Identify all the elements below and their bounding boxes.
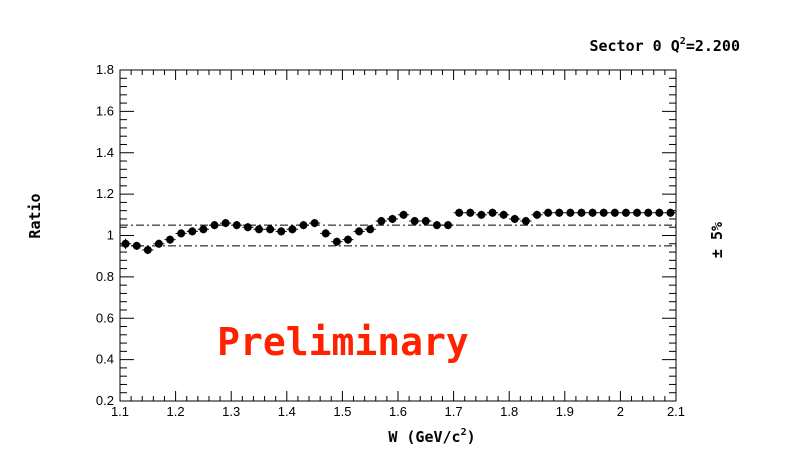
- x-tick-label: 1.2: [167, 404, 185, 419]
- y-tick-label: 0.4: [96, 352, 114, 367]
- data-point: [188, 227, 197, 236]
- x-tick-label: 1.6: [389, 404, 407, 419]
- data-point: [610, 208, 619, 217]
- x-axis-ticks: 1.1 1.2 1.3 1.4 1.5 1.6 1.7 1.8 1.9 2 2.1: [111, 70, 685, 419]
- data-point: [633, 208, 642, 217]
- y-tick-label: 1.2: [96, 186, 114, 201]
- y-tick-label: 0.8: [96, 269, 114, 284]
- data-point: [655, 208, 664, 217]
- data-point: [266, 225, 275, 234]
- y-tick-label: 0.6: [96, 310, 114, 325]
- x-tick-label: 1.1: [111, 404, 129, 419]
- data-point: [510, 214, 519, 223]
- data-point: [432, 221, 441, 230]
- y-tick-label: 1: [107, 228, 114, 243]
- data-point: [255, 225, 263, 234]
- data-point: [377, 217, 386, 226]
- data-point: [621, 208, 630, 217]
- data-point: [332, 237, 341, 246]
- y-tick-label: 1.6: [96, 103, 114, 118]
- x-tick-label: 2.1: [667, 404, 685, 419]
- data-point: [410, 217, 419, 226]
- data-point: [299, 221, 308, 230]
- data-point: [177, 229, 186, 238]
- x-tick-label: 1.5: [333, 404, 351, 419]
- data-point: [199, 225, 208, 234]
- data-points: [120, 208, 676, 255]
- data-point: [355, 227, 364, 236]
- data-point: [243, 223, 252, 232]
- data-point: [166, 235, 175, 244]
- chart-title-superscript: 2: [680, 36, 686, 47]
- x-tick-label: 1.4: [278, 404, 296, 419]
- data-point: [455, 208, 464, 217]
- reference-band-label: ± 5%: [708, 222, 726, 258]
- data-point: [421, 217, 430, 226]
- data-point: [499, 210, 508, 219]
- data-point: [466, 208, 475, 217]
- data-point: [288, 225, 297, 234]
- data-point: [154, 239, 163, 248]
- data-point: [310, 219, 319, 228]
- x-tick-label: 1.8: [500, 404, 518, 419]
- x-axis-title: W (GeV/c2): [388, 427, 475, 446]
- x-tick-label: 2: [617, 404, 624, 419]
- data-point: [521, 217, 530, 226]
- data-point: [488, 208, 497, 217]
- data-point: [555, 208, 564, 217]
- preliminary-watermark: Preliminary: [217, 320, 469, 364]
- data-point: [477, 210, 486, 219]
- data-point: [588, 208, 597, 217]
- x-axis-title-suffix: ): [467, 428, 476, 446]
- data-point: [399, 210, 408, 219]
- data-point: [599, 208, 608, 217]
- data-point: [277, 227, 286, 236]
- y-tick-label: 0.2: [96, 393, 114, 408]
- x-tick-label: 1.7: [445, 404, 463, 419]
- data-point: [321, 229, 330, 238]
- data-point: [533, 210, 541, 219]
- data-point: [577, 208, 586, 217]
- data-point: [666, 208, 675, 217]
- data-point: [644, 208, 653, 217]
- x-tick-label: 1.9: [556, 404, 574, 419]
- data-point: [221, 219, 230, 228]
- data-point: [544, 208, 553, 217]
- data-point: [210, 221, 219, 230]
- x-tick-label: 1.3: [222, 404, 240, 419]
- data-point: [232, 221, 241, 230]
- y-axis-title: Ratio: [26, 193, 44, 238]
- data-point: [366, 225, 375, 234]
- data-point: [343, 235, 352, 244]
- x-axis-title-superscript: 2: [461, 427, 467, 438]
- data-point: [444, 221, 453, 230]
- y-tick-label: 1.4: [96, 145, 114, 160]
- y-tick-label: 1.8: [96, 62, 114, 77]
- y-axis-ticks: 0.2 0.4 0.6 0.8 1 1.2 1.4 1.6 1.8: [96, 62, 676, 408]
- data-point: [388, 214, 397, 223]
- data-point: [566, 208, 575, 217]
- chart-title-suffix: =2.200: [686, 37, 740, 55]
- data-point: [132, 241, 141, 250]
- data-point: [143, 245, 152, 254]
- chart-title: Sector 0 Q2=2.200: [589, 36, 740, 55]
